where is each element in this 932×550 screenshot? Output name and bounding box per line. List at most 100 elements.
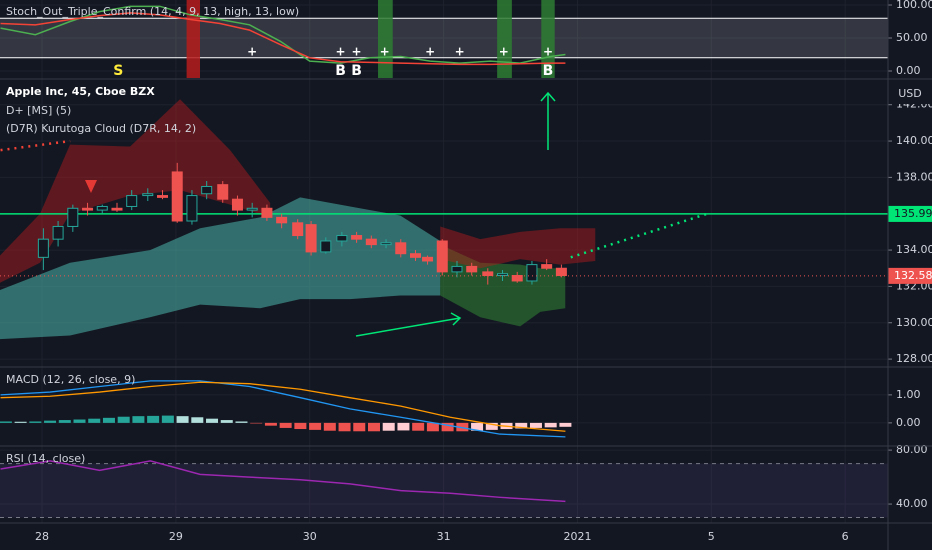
signal-highlight [378,0,393,78]
candle-body [320,240,332,253]
candle-body [67,207,79,227]
histogram-bar [73,419,86,423]
x-tick-label: 2021 [563,530,591,543]
y-tick-label: 128.00 [896,352,932,365]
histogram-bar [161,415,174,423]
candle-body [186,195,198,222]
pane-title: RSI (14, close) [6,452,85,465]
cloud [440,226,596,269]
candle-body [351,235,363,240]
cloud [0,197,441,340]
candle-body [261,207,273,218]
candle-body [395,242,407,255]
histogram-bar [544,422,557,428]
signal-label: B [335,63,346,79]
histogram-bar [58,420,71,423]
signal-label: + [352,45,362,59]
y-tick-label: 130.00 [896,316,932,329]
histogram-bar [29,421,42,423]
signal-label: + [425,45,435,59]
candle-body [365,238,377,246]
price-label-box [888,205,932,222]
histogram-bar [44,420,57,423]
histogram-bar [485,422,498,430]
candle-body [37,238,49,258]
signal-label: + [335,45,345,59]
candle-body [246,207,258,211]
candle-body [82,207,94,211]
y-tick-label: 0.00 [896,416,921,429]
candle-body [201,185,213,195]
candle-body [422,256,434,262]
signal-label: + [455,45,465,59]
trend-line [0,139,71,152]
pane-title: MACD (12, 26, close, 9) [6,373,135,386]
candle-body [526,264,538,282]
histogram-bar [88,418,101,423]
histogram-bar [471,422,484,431]
candle-body [157,195,169,198]
candle-body [380,242,392,246]
pane-title: Stoch_Out_Triple_Confirm (14, 4, 9, 13, … [6,5,299,18]
histogram-bar [382,422,395,431]
candle-body [305,224,317,253]
histogram-bar [323,422,336,431]
histogram-bar [559,422,572,427]
candle-body [217,184,229,200]
histogram-bar [412,422,425,431]
y-tick-label: 140.00 [896,134,932,147]
axis-label-bg [889,84,932,104]
arrow-right [355,312,462,337]
series-line [0,460,566,503]
arrow-up [540,91,556,150]
candle-body [451,265,463,273]
signal-label: B [543,63,554,79]
histogram-bar [147,415,160,423]
candle-body [276,216,288,224]
cloud [0,99,271,283]
histogram-bar [0,421,12,423]
y-tick-label: 100.00 [896,0,932,11]
y-tick-label: 80.00 [896,443,928,456]
candle-body [52,225,64,240]
signal-label: + [499,45,509,59]
y-tick-label: 138.00 [896,170,932,183]
histogram-bar [367,422,380,432]
histogram-bar [294,422,307,430]
y-tick-label: 1.00 [896,388,921,401]
histogram-bar [264,422,277,426]
candle-body [292,222,304,237]
histogram-bar [176,416,189,423]
histogram-bar [353,422,366,432]
level-band [0,18,888,58]
candle-body [482,271,494,277]
candle-body [436,240,448,273]
histogram-bar [309,422,322,430]
series-line [0,381,566,432]
x-tick-label: 28 [35,530,49,543]
histogram-bar [529,422,542,428]
histogram-bar [515,422,528,429]
indicator-label: D+ [MS] (5) [6,104,71,117]
histogram-bar [338,422,351,432]
candle-body [541,264,553,269]
histogram-bar [235,421,248,423]
x-tick-label: 31 [437,530,451,543]
x-tick-label: 6 [842,530,849,543]
candle-body [409,253,421,258]
candle-body [126,195,138,207]
histogram-bar [426,422,439,432]
histogram-bar [250,422,263,424]
candle-body [171,171,183,222]
signal-label: B [351,63,362,79]
signal-label: S [113,63,123,79]
histogram-bar [279,422,292,428]
signal-label: + [543,45,553,59]
candle-body [466,265,478,273]
series-line [0,380,566,438]
price-label-box [888,267,932,284]
candle-body [555,267,567,277]
signal-triangle [85,180,97,193]
x-tick-label: 5 [708,530,715,543]
